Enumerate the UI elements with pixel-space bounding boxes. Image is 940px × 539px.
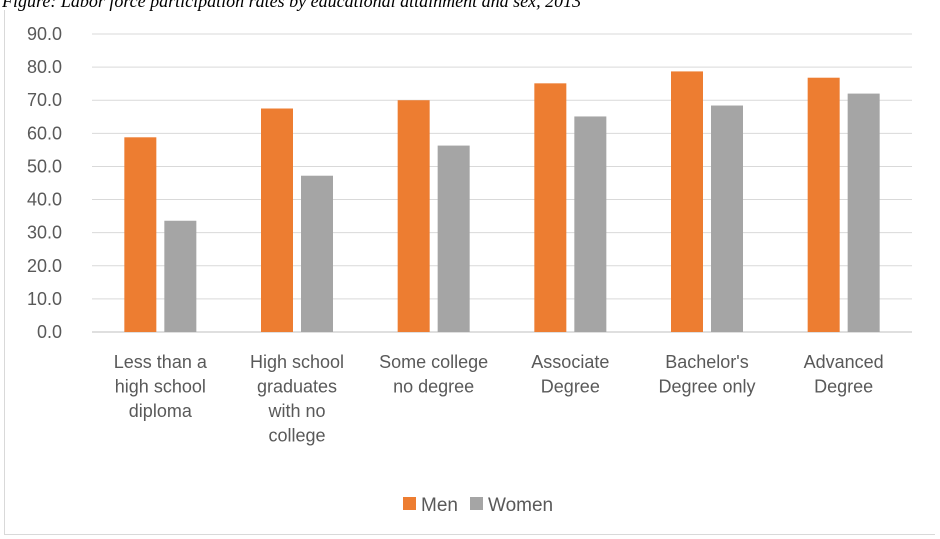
y-tick-label: 20.0 — [27, 256, 62, 276]
y-tick-label: 10.0 — [27, 289, 62, 309]
x-category-label: Associate Degree — [531, 352, 609, 397]
x-category-label: Some college no degree — [379, 352, 488, 397]
legend-label-women: Women — [488, 495, 553, 516]
y-tick-label: 30.0 — [27, 223, 62, 243]
y-tick-label: 90.0 — [27, 24, 62, 44]
x-axis: Less than a high school diploma High school… — [114, 352, 884, 446]
bar-men — [534, 83, 567, 332]
bar-men — [124, 137, 157, 332]
bar-women — [711, 105, 743, 333]
y-axis: 0.0 10.0 20.0 30.0 40.0 50.0 60.0 70.0 80.0 90.0 — [27, 24, 62, 342]
chart-frame — [4, 10, 935, 535]
legend-label-men: Men — [421, 495, 458, 516]
x-category-label: Advanced Degree — [804, 352, 884, 397]
legend-swatch-women — [470, 497, 483, 510]
gridlines — [92, 33, 912, 333]
y-tick-label: 60.0 — [27, 123, 62, 143]
bars — [124, 71, 880, 333]
y-tick-label: 0.0 — [37, 322, 62, 342]
bar-women — [574, 116, 607, 333]
x-category-label: High school graduates with no college — [250, 352, 344, 446]
legend-swatch-men — [403, 497, 416, 510]
x-category-label: Less than a high school diploma — [114, 352, 208, 421]
bar-women — [847, 93, 880, 332]
bar-men — [807, 77, 840, 332]
bar-women — [301, 175, 333, 332]
figure-caption: Figure: Labor force participation rates … — [2, 0, 582, 11]
y-tick-label: 40.0 — [27, 190, 62, 210]
legend: Men Women — [403, 495, 553, 516]
y-tick-label: 50.0 — [27, 156, 62, 176]
y-tick-label: 80.0 — [27, 57, 62, 77]
bar-women — [164, 220, 197, 332]
bar-men — [671, 71, 703, 332]
bar-men — [397, 100, 430, 332]
bar-men — [261, 108, 293, 332]
x-category-label: Bachelor's Degree only — [658, 352, 755, 397]
bar-women — [437, 145, 470, 332]
y-tick-label: 70.0 — [27, 90, 62, 110]
